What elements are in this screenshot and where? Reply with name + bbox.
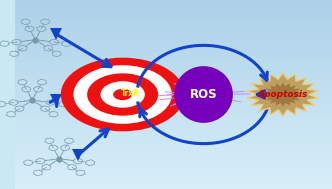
Circle shape <box>87 73 158 116</box>
Circle shape <box>61 58 185 131</box>
Circle shape <box>73 65 172 124</box>
Polygon shape <box>247 73 319 116</box>
Polygon shape <box>263 83 302 106</box>
Text: Apoptosis: Apoptosis <box>258 90 308 99</box>
Text: TrxR: TrxR <box>121 89 140 98</box>
Text: ROS: ROS <box>190 88 217 101</box>
Ellipse shape <box>174 66 233 123</box>
Circle shape <box>113 89 132 100</box>
Circle shape <box>101 81 145 108</box>
